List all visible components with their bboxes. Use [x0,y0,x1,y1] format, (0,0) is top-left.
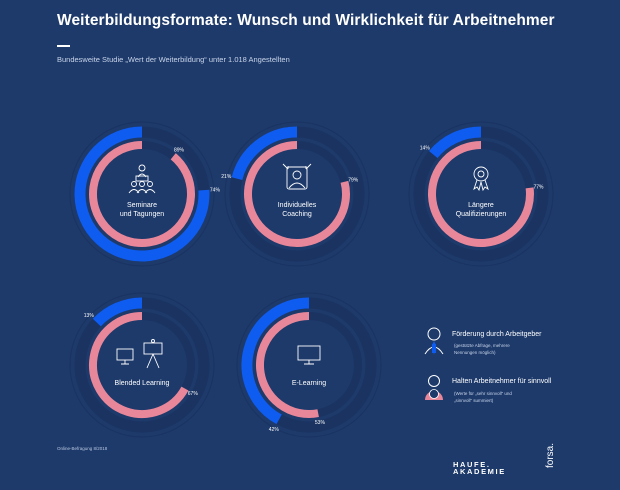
chart-3-employee-value: 77% [533,185,544,191]
chart-2-employer-value: 21% [221,174,232,180]
legend-employer-title: Förderung durch Arbeitgeber [452,331,542,338]
chart-4-employee-value: 67% [188,391,199,397]
chart-4-label-line-1: Blended Learning [115,380,170,387]
legend-employee-note-1: (Werte für „sehr sinnvoll“ und [454,391,512,396]
legend-employer: Förderung durch Arbeitgeber (gestützte A… [424,327,542,355]
seminar-icon [128,164,156,194]
chart-1: 74% 89% Seminare und Tagungen [69,121,221,267]
chart-2-outer-guide [224,121,370,267]
chart-1-employee-value: 89% [174,147,185,153]
chart-3: 14% 77% Längere Qualifizierungen [408,121,554,267]
chart-2-label-line-2: Coaching [282,211,312,218]
coaching-icon [282,163,312,190]
chart-1-outer-guide [69,121,215,267]
forsa-logo: forsa. [545,442,556,468]
chart-1-employer-arc [74,126,210,262]
chart-3-label-line-2: Qualifizierungen [456,211,507,218]
legend: Förderung durch Arbeitgeber (gestützte A… [424,327,552,403]
chart-2-employer-arc [231,126,298,181]
chart-5-employee-value: 53% [315,420,326,426]
chart-4: 13% 67% Blended Learning [69,292,215,438]
monitor-icon [297,345,321,365]
subtitle: Bundesweite Studie „Wert der Weiterbildu… [57,55,290,64]
legend-employer-note-2: Nennungen möglich) [454,350,496,355]
chart-2-label-line-1: Individuelles [278,202,317,209]
chart-3-outer-guide [408,121,554,267]
page-title: Weiterbildungsformate: Wunsch und Wirkli… [57,12,555,29]
chart-1-label-line-2: und Tagungen [120,211,164,218]
chart-2-employee-value: 79% [348,178,359,184]
legend-employer-note-1: (gestützte Abfrage, mehrere [454,343,510,348]
footnote: Online-Befragung 8/2018 [57,446,108,451]
employer-person-icon [424,327,444,355]
haufe-logo-line1: HAUFE. [453,460,491,469]
chart-5: 42% 53% E-Learning [236,292,382,438]
chart-3-employer-arc [428,126,482,159]
chart-1-label-line-1: Seminare [127,202,157,209]
legend-employee-title: Halten Arbeitnehmer für sinnvoll [452,378,552,385]
haufe-akademie-logo: HAUFE. AKADEMIE [453,460,515,476]
chart-1-employer-value: 74% [210,187,221,193]
chart-3-label-line-1: Längere [468,202,494,209]
chart-5-outer-guide [236,292,382,438]
chart-4-employer-arc [92,297,143,327]
legend-employee: Halten Arbeitnehmer für sinnvoll (Werte … [425,375,552,403]
chart-1-employee-arc [89,141,195,247]
award-icon [473,166,489,192]
chart-5-employer-arc [241,297,310,425]
chart-5-employee-arc [256,312,319,418]
chart-5-employer-value: 42% [269,427,280,433]
chart-3-employer-value: 14% [420,146,431,152]
haufe-logo-line2: AKADEMIE [453,467,506,476]
chart-2-employee-arc [244,141,350,247]
chart-5-label-line-1: E-Learning [292,380,326,387]
chart-3-employee-arc [428,141,534,247]
chart-2: 21% 79% Individuelles Coaching [221,121,370,267]
title-underline [57,45,70,47]
legend-employee-note-2: „sinnvoll“ summiert) [454,398,494,403]
chart-4-employee-arc [89,312,189,418]
employee-person-icon [425,375,443,400]
blended-learning-icon [116,339,163,369]
chart-4-employer-value: 13% [84,313,95,319]
chart-4-outer-guide [69,292,215,438]
